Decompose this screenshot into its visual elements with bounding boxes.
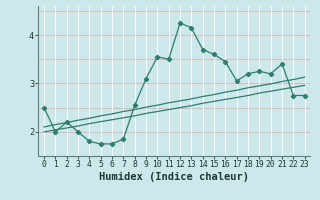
- X-axis label: Humidex (Indice chaleur): Humidex (Indice chaleur): [100, 172, 249, 182]
